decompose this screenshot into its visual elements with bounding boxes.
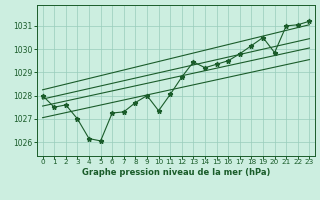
X-axis label: Graphe pression niveau de la mer (hPa): Graphe pression niveau de la mer (hPa) bbox=[82, 168, 270, 177]
